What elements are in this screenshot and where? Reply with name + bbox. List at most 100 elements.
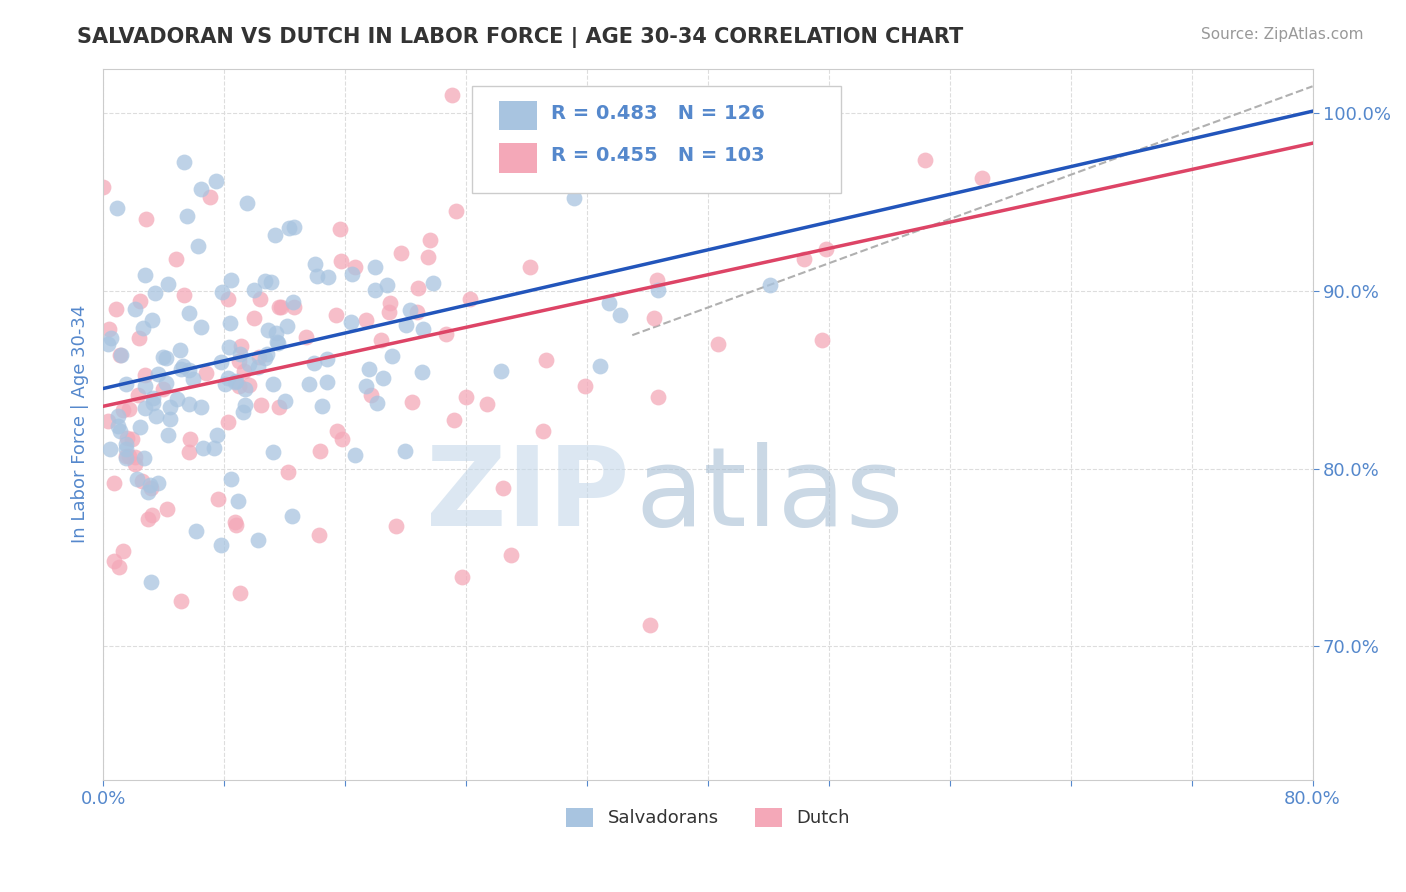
Point — [124, 457, 146, 471]
Point — [172, 359, 194, 373]
FancyBboxPatch shape — [499, 101, 537, 130]
Point — [419, 233, 441, 247]
Point — [267, 335, 290, 350]
Point — [205, 428, 228, 442]
Point — [190, 182, 212, 196]
Point — [207, 491, 229, 506]
Point — [115, 432, 138, 446]
Point — [283, 300, 305, 314]
Point — [145, 409, 167, 423]
Point — [451, 570, 474, 584]
Point — [316, 270, 339, 285]
Point — [179, 363, 201, 377]
Point — [142, 396, 165, 410]
Point — [263, 445, 285, 459]
Point — [104, 301, 127, 316]
Point — [307, 268, 329, 283]
Point — [264, 326, 287, 340]
Point — [381, 349, 404, 363]
Point — [134, 368, 156, 382]
Point — [366, 396, 388, 410]
Point — [270, 300, 292, 314]
Point — [364, 283, 387, 297]
Point — [125, 472, 148, 486]
Point — [228, 379, 250, 393]
Point — [443, 413, 465, 427]
Point — [263, 228, 285, 243]
Point — [226, 493, 249, 508]
Point — [499, 548, 522, 562]
Point — [152, 382, 174, 396]
Point — [156, 427, 179, 442]
Point — [141, 313, 163, 327]
Point — [139, 481, 162, 495]
Point — [179, 432, 201, 446]
Point — [181, 372, 204, 386]
Point — [173, 288, 195, 302]
Point — [115, 436, 138, 450]
Point — [814, 243, 837, 257]
Point — [93, 180, 115, 194]
Point — [647, 390, 669, 404]
Point — [190, 319, 212, 334]
Point — [249, 292, 271, 306]
Point — [217, 292, 239, 306]
Point — [609, 308, 631, 322]
Point — [359, 362, 381, 376]
Point — [645, 273, 668, 287]
Point — [143, 285, 166, 300]
Point — [283, 219, 305, 234]
Point — [187, 239, 209, 253]
Point — [316, 351, 339, 366]
Point — [401, 394, 423, 409]
Text: SALVADORAN VS DUTCH IN LABOR FORCE | AGE 30-34 CORRELATION CHART: SALVADORAN VS DUTCH IN LABOR FORCE | AGE… — [77, 27, 963, 48]
Point — [231, 339, 253, 353]
Point — [97, 414, 120, 428]
Point — [458, 292, 481, 306]
Point — [98, 322, 121, 336]
Point — [115, 449, 138, 463]
Point — [225, 517, 247, 532]
Point — [274, 393, 297, 408]
Point — [165, 252, 187, 267]
Point — [422, 276, 444, 290]
Point — [179, 306, 201, 320]
Point — [152, 350, 174, 364]
Point — [243, 283, 266, 297]
Point — [115, 376, 138, 391]
Point — [205, 174, 228, 188]
Point — [256, 347, 278, 361]
Point — [489, 364, 512, 378]
Point — [479, 163, 502, 178]
Point — [354, 312, 377, 326]
Point — [416, 250, 439, 264]
Point — [156, 277, 179, 291]
Point — [257, 323, 280, 337]
Point — [159, 401, 181, 415]
Point — [325, 424, 347, 438]
FancyBboxPatch shape — [499, 144, 537, 173]
Point — [311, 399, 333, 413]
Point — [295, 330, 318, 344]
Point — [231, 404, 253, 418]
Point — [121, 432, 143, 446]
Point — [173, 155, 195, 169]
Point — [276, 319, 298, 334]
Point — [406, 305, 429, 319]
Point — [124, 301, 146, 316]
Point — [793, 252, 815, 266]
Point — [354, 379, 377, 393]
Point — [219, 316, 242, 330]
Point — [378, 305, 401, 319]
Point — [759, 278, 782, 293]
Point — [115, 451, 138, 466]
Point — [412, 322, 434, 336]
Point — [360, 388, 382, 402]
Point — [399, 302, 422, 317]
Point — [131, 475, 153, 489]
Point — [128, 331, 150, 345]
Point — [209, 354, 232, 368]
Point — [247, 350, 270, 364]
Point — [436, 326, 458, 341]
FancyBboxPatch shape — [472, 87, 841, 193]
